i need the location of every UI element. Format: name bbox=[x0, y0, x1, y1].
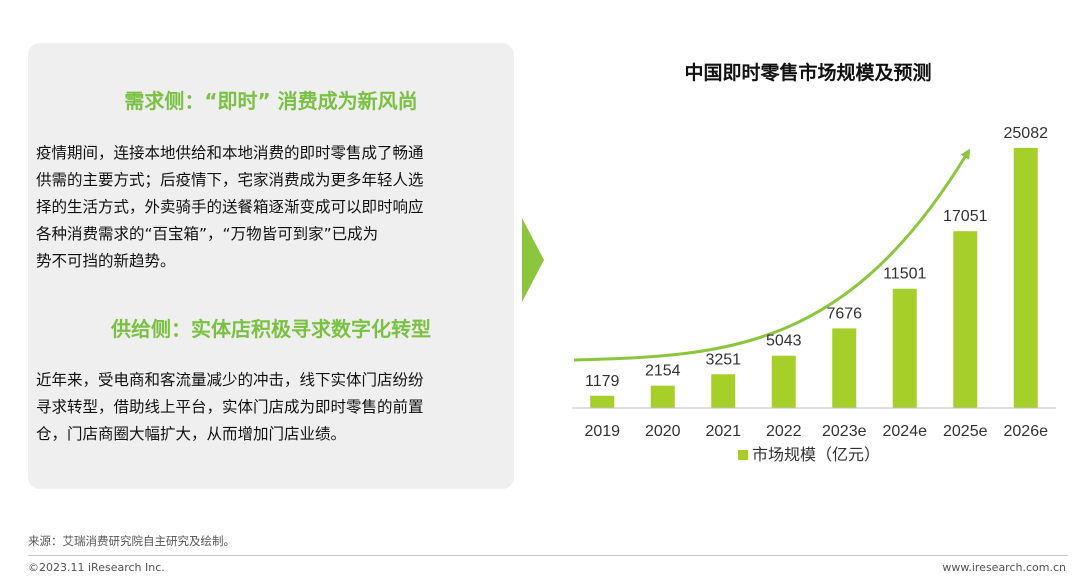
demand-line: 各种消费需求的“百宝箱”，“万物皆可到家”已成为 bbox=[36, 225, 379, 243]
bar-2025e bbox=[953, 231, 978, 408]
footer-divider bbox=[28, 555, 1068, 556]
x-tick-label-2026e: 2026e bbox=[1004, 423, 1049, 440]
demand-heading: 需求侧：“即时” 消费成为新风尚 bbox=[124, 89, 418, 113]
info-panel: 需求侧：“即时” 消费成为新风尚 疫情期间，连接本地供给和本地消费的即时零售成了… bbox=[28, 43, 514, 489]
x-tick-label-2019: 2019 bbox=[584, 423, 620, 440]
data-label-2020: 2154 bbox=[645, 363, 681, 380]
demand-text: 疫情期间，连接本地供给和本地消费的即时零售成了畅通 供需的主要方式；后疫情下，宅… bbox=[36, 140, 506, 275]
supply-line: 仓，门店商圈大幅扩大，从而增加门店业绩。 bbox=[36, 425, 347, 443]
supply-text: 近年来，受电商和客流量减少的冲击，线下实体门店纷纷 寻求转型，借助线上平台，实体… bbox=[36, 367, 506, 448]
bar-2021 bbox=[711, 374, 736, 408]
supply-heading: 供给侧：实体店积极寻求数字化转型 bbox=[111, 317, 431, 341]
demand-line: 势不可挡的新趋势。 bbox=[36, 252, 176, 270]
bar-2026e bbox=[1013, 147, 1038, 408]
x-tick-label-2022: 2022 bbox=[766, 423, 802, 440]
x-tick-label-2024e: 2024e bbox=[883, 423, 928, 440]
demand-line: 供需的主要方式；后疫情下，宅家消费成为更多年轻人选 bbox=[36, 171, 424, 189]
data-label-2025e: 17051 bbox=[943, 208, 988, 225]
source-note: 来源：艾瑞消费研究院自主研究及绘制。 bbox=[28, 534, 235, 548]
bar-2024e bbox=[892, 288, 917, 408]
data-label-2023e: 7676 bbox=[826, 305, 862, 322]
chart-title: 中国即时零售市场规模及预测 bbox=[684, 62, 932, 84]
data-label-2026e: 25082 bbox=[1004, 125, 1049, 142]
trend-arrow bbox=[573, 148, 971, 362]
demand-line: 择的生活方式，外卖骑手的送餐箱逐渐变成可以即时响应 bbox=[36, 198, 424, 216]
demand-line: 疫情期间，连接本地供给和本地消费的即时零售成了畅通 bbox=[36, 144, 424, 162]
bar-2019 bbox=[590, 395, 615, 408]
copyright-text: ©2023.11 iResearch Inc. bbox=[28, 561, 165, 574]
bar-chart: 1179 2019 2154 2020 3251 2021 5043 2022 7676 2023… bbox=[572, 125, 1056, 464]
data-label-2022: 5043 bbox=[766, 333, 802, 350]
data-label-2024e: 11501 bbox=[883, 266, 926, 283]
bar-2022 bbox=[771, 355, 796, 408]
x-tick-label-2025e: 2025e bbox=[943, 423, 988, 440]
x-tick-label-2021: 2021 bbox=[705, 423, 741, 440]
supply-line: 近年来，受电商和客流量减少的冲击，线下实体门店纷纷 bbox=[36, 371, 424, 389]
x-tick-label-2023e: 2023e bbox=[822, 423, 867, 440]
supply-line: 寻求转型，借助线上平台，实体门店成为即时零售的前置 bbox=[36, 398, 424, 416]
x-tick-label-2020: 2020 bbox=[645, 423, 681, 440]
data-label-2019: 1179 bbox=[585, 373, 620, 390]
data-label-2021: 3251 bbox=[705, 351, 741, 368]
bar-2023e bbox=[832, 328, 857, 408]
website-link[interactable]: www.iresearch.com.cn bbox=[942, 561, 1066, 574]
bar-2020 bbox=[650, 385, 675, 408]
legend-swatch bbox=[738, 450, 748, 460]
chevron-right-icon bbox=[522, 218, 544, 302]
legend-label: 市场规模（亿元） bbox=[752, 445, 880, 464]
